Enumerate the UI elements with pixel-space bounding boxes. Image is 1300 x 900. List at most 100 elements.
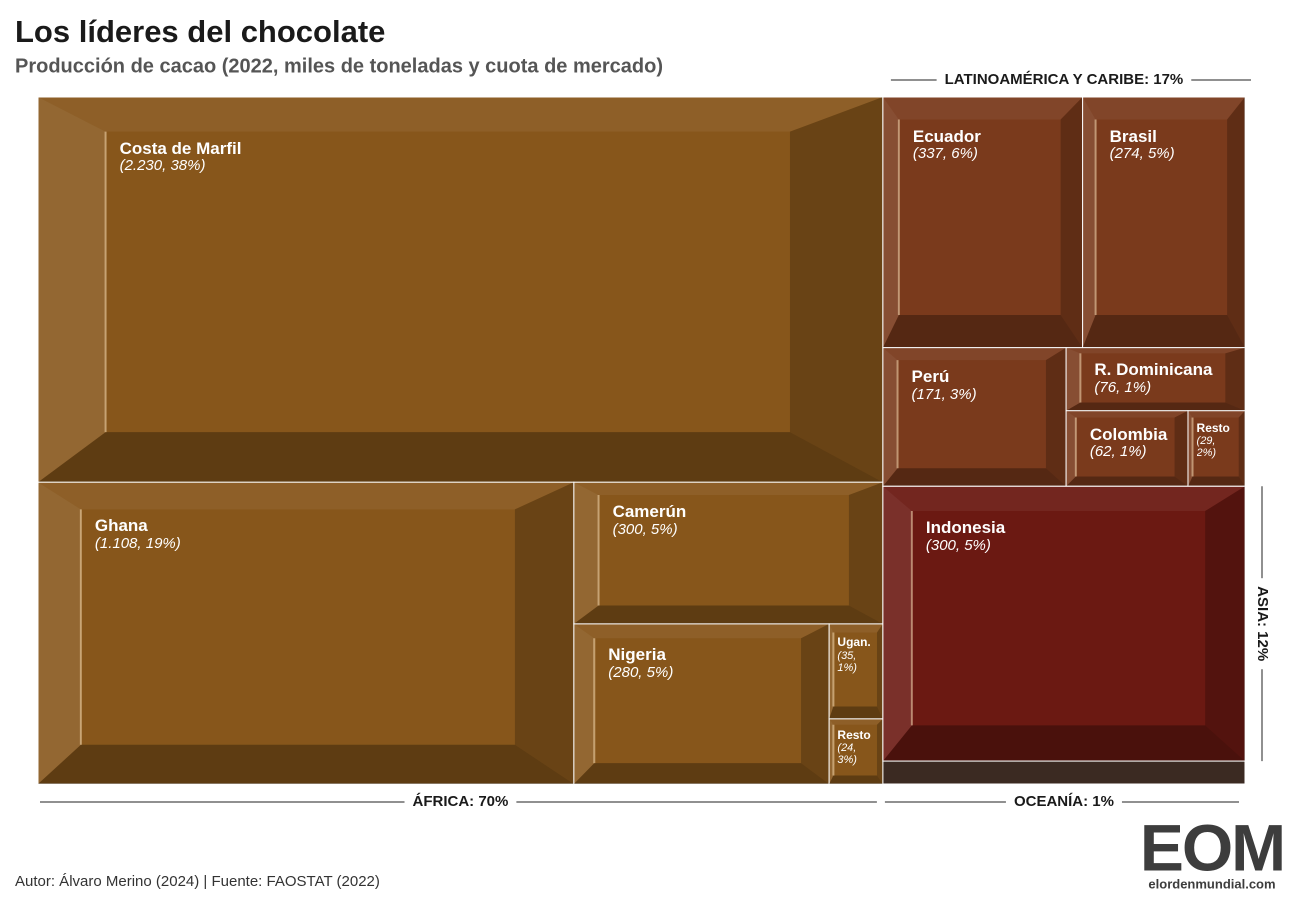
leaf <box>37 96 884 483</box>
leaf <box>828 718 884 785</box>
group-label: ÁFRICA: 70% <box>413 793 509 810</box>
bevel <box>38 432 883 483</box>
bevel <box>1225 347 1245 411</box>
bevel <box>882 315 1083 348</box>
bevel <box>1066 476 1188 487</box>
bevel <box>882 486 1245 512</box>
leaf-value-label: (300, 5%) <box>612 520 678 538</box>
leaf-label-box: Colombia(62, 1%) <box>1089 425 1168 461</box>
leaf <box>828 623 884 720</box>
bevel <box>38 482 574 510</box>
leaf-label-box: Ghana(1.108, 19%) <box>94 517 181 553</box>
bevel <box>1187 410 1245 418</box>
bevel <box>789 97 883 483</box>
bevel <box>1082 97 1245 120</box>
bevel <box>1045 347 1067 487</box>
leaf-label-box: Ugan.(35, 1%) <box>837 636 875 673</box>
leaf-value-label: (29, 2%) <box>1196 434 1217 459</box>
leaf-label: Perú (171, 3%) <box>912 368 1042 403</box>
bevel <box>876 718 883 784</box>
bevel <box>1187 410 1193 487</box>
leaf-label-box: Resto(29, 2%) <box>1197 422 1237 459</box>
leaf-label-box: Camerún(300, 5%) <box>613 503 845 538</box>
leaf-value-label: (1.108, 19%) <box>94 535 181 553</box>
leaf-name: Costa de Marfil <box>119 139 242 158</box>
bevel <box>38 744 574 784</box>
leaf-label: Brasil (274, 5%) <box>1110 128 1224 163</box>
bevel <box>1066 347 1081 411</box>
leaf-name: Resto <box>837 728 871 742</box>
bevel <box>829 623 834 719</box>
bevel <box>1082 315 1245 348</box>
bevel <box>801 623 830 784</box>
chart-subtitle: Producción de cacao (2022, miles de tone… <box>15 55 663 77</box>
group-label-bg <box>1253 578 1271 670</box>
leaf-name: Indonesia <box>925 519 1006 538</box>
leaf-label: Indonesia (300, 5%) <box>926 519 1201 554</box>
leaf-label-box: Resto(24, 3%) <box>837 728 871 767</box>
leaf-label-box: Nigeria(280, 5%) <box>608 646 797 681</box>
bevel <box>1205 486 1245 762</box>
leaf-label: R. Dominicana (76, 1%) <box>1094 361 1221 396</box>
bevel <box>514 482 574 784</box>
leaf-label: Nigeria (280, 5%) <box>608 646 797 681</box>
leaf-label: Ugan. (35, 1%) <box>837 636 875 673</box>
leaf-name: Ugan. <box>837 636 871 650</box>
leaf-label: Ecuador (337, 6%) <box>913 128 1057 163</box>
bevel <box>882 97 1083 120</box>
bevel <box>882 725 1245 762</box>
leaf <box>882 96 1084 349</box>
bevel <box>829 775 883 784</box>
bevel <box>1227 97 1245 348</box>
bevel <box>1060 97 1083 348</box>
leaf-value-label: (2.230, 38%) <box>119 157 206 175</box>
leaf-value-label: (300, 5%) <box>925 536 991 554</box>
group-label: LATINOAMÉRICA Y CARIBE: 17% <box>945 71 1184 88</box>
bevel <box>38 97 883 132</box>
leaf-label-box: R. Dominicana(76, 1%) <box>1094 361 1221 396</box>
bevel <box>1066 402 1245 411</box>
leaf-label-box: Costa de Marfil(2.230, 38%) <box>120 140 786 175</box>
leaf <box>1082 96 1246 349</box>
bevel <box>1066 410 1188 418</box>
leaf-label: Costa de Marfil (2.230, 38%) <box>120 140 786 175</box>
bevel <box>829 706 883 719</box>
bevel <box>882 468 1067 487</box>
leaf-name: Ecuador <box>912 127 981 146</box>
leaf <box>882 347 1067 487</box>
leaf-value-label: (280, 5%) <box>608 663 674 681</box>
leaf-label-box: Perú(171, 3%) <box>912 368 1042 403</box>
bevel <box>829 718 883 725</box>
bevel <box>573 763 830 784</box>
leaf-value-label: (171, 3%) <box>911 385 977 403</box>
leaf-name: Brasil <box>1109 127 1157 146</box>
bevel <box>38 97 106 483</box>
leaf-name: Colombia <box>1089 425 1168 444</box>
bevel <box>1082 97 1096 348</box>
leaf-label-box: Ecuador(337, 6%) <box>913 128 1057 163</box>
leaf-label: Resto (29, 2%) <box>1197 422 1237 459</box>
bevel <box>1066 410 1076 487</box>
bevel <box>829 718 834 784</box>
leaf-value-label: (76, 1%) <box>1094 379 1152 396</box>
leaf-value-label: (337, 6%) <box>912 145 978 163</box>
leaf <box>1065 347 1246 412</box>
leaf-value-label: (24, 3%) <box>837 741 857 767</box>
leaf-value-label: (62, 1%) <box>1089 443 1147 461</box>
leaf-name: Resto <box>1196 421 1230 435</box>
bevel <box>1174 410 1188 487</box>
bevel <box>573 482 883 495</box>
leaf-label-box: Brasil(274, 5%) <box>1110 128 1224 163</box>
bevel <box>882 347 898 487</box>
leaf-name: Perú <box>911 368 950 387</box>
bevel <box>1187 476 1245 487</box>
leaf-value-label: (35, 1%) <box>837 649 857 674</box>
group-label: OCEANÍA: 1% <box>1014 793 1114 810</box>
bevel <box>573 605 883 624</box>
leaf-label: Camerún (300, 5%) <box>613 503 845 538</box>
leaf-label-box: Indonesia(300, 5%) <box>926 519 1201 554</box>
bevel <box>829 623 883 633</box>
footer: Autor: Álvaro Merino (2024) | Fuente: FA… <box>15 873 380 890</box>
leaf <box>573 481 884 625</box>
